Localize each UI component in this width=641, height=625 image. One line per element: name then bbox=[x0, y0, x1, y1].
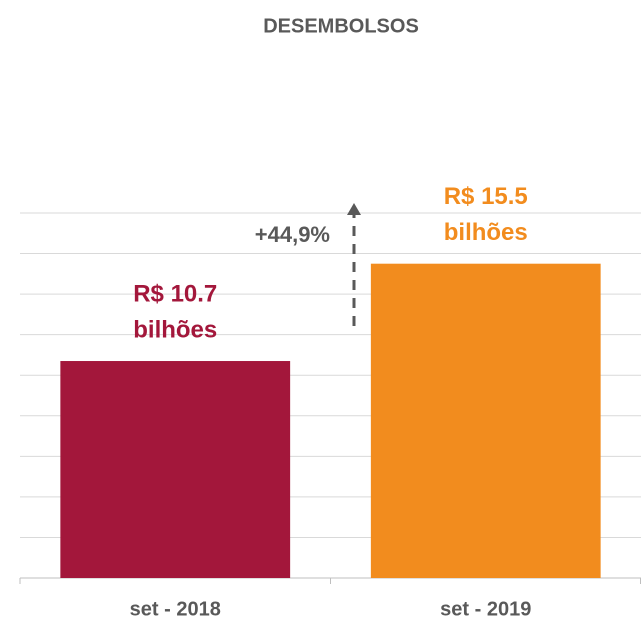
data-label: R$ 10.7 bbox=[133, 280, 217, 307]
data-label: bilhões bbox=[444, 219, 528, 246]
chart-title: DESEMBOLSOS bbox=[263, 15, 419, 37]
bar bbox=[60, 361, 291, 578]
annotation: +44,9% bbox=[255, 222, 330, 247]
x-tick-label: set - 2019 bbox=[440, 598, 531, 620]
arrow-head bbox=[347, 203, 361, 215]
data-label: bilhões bbox=[133, 316, 217, 343]
data-label: R$ 15.5 bbox=[444, 183, 528, 210]
bar bbox=[370, 263, 601, 578]
x-tick-label: set - 2018 bbox=[130, 598, 221, 620]
